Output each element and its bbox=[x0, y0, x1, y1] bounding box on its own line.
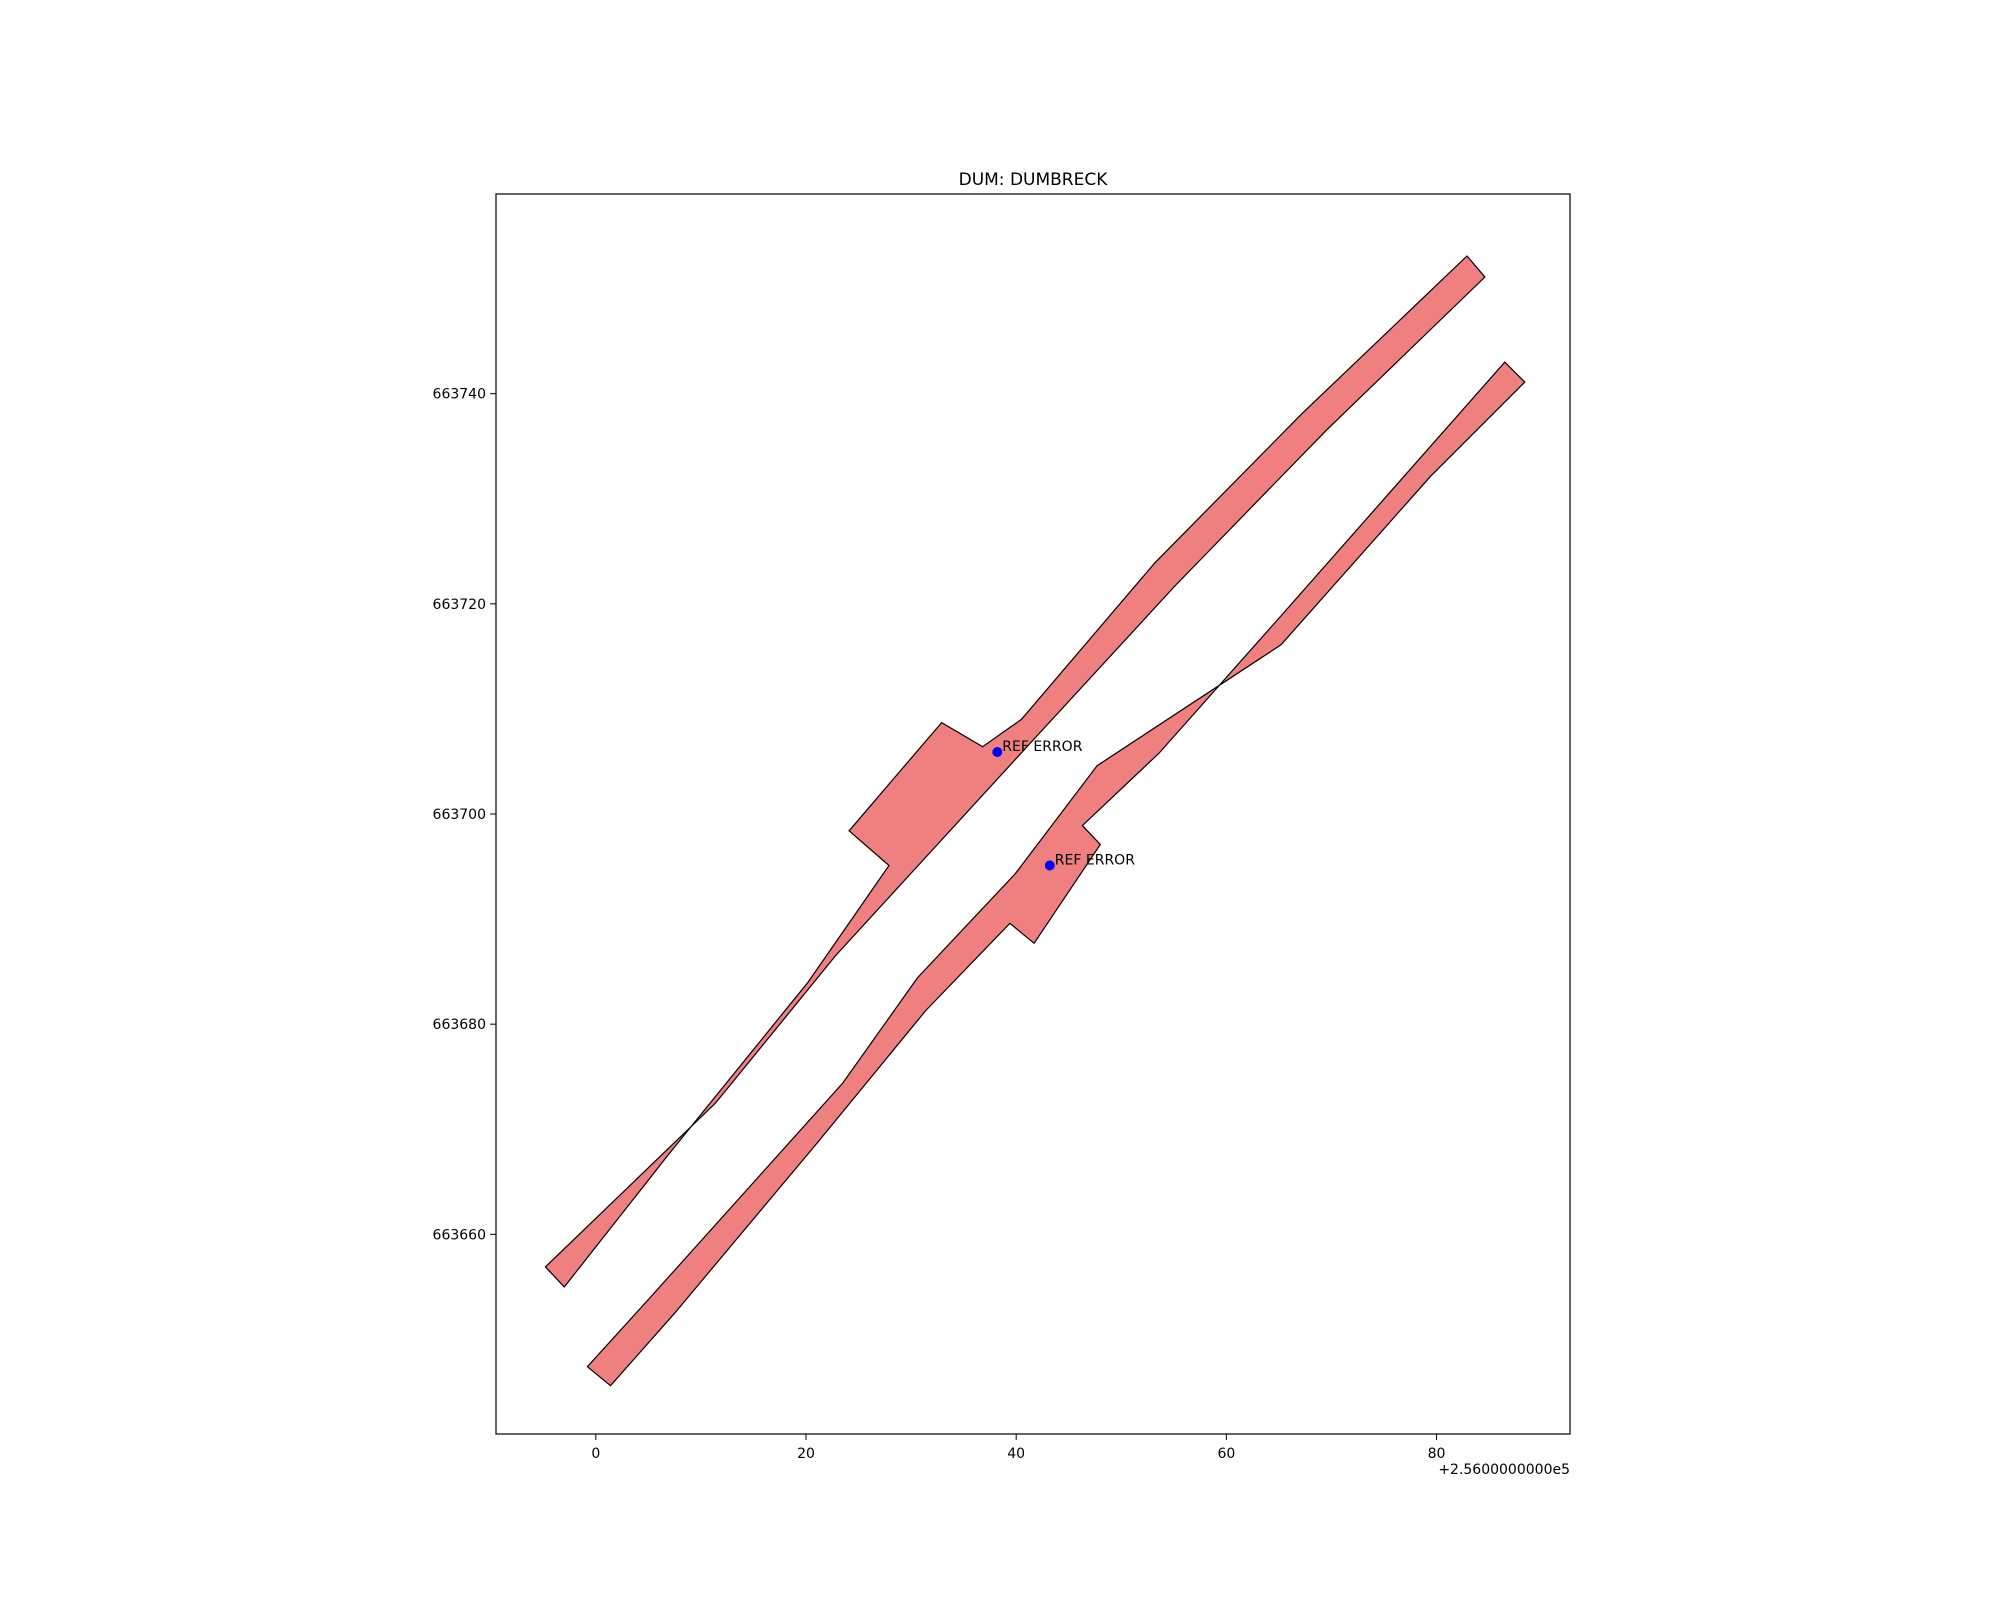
y-tick-label: 663700 bbox=[433, 807, 486, 823]
ref-point-label-1: REF ERROR bbox=[1002, 739, 1082, 755]
ref-point-2 bbox=[1044, 860, 1055, 871]
y-tick-label: 663720 bbox=[433, 597, 486, 613]
polygon-layer bbox=[544, 255, 1526, 1387]
ref-point-label-2: REF ERROR bbox=[1055, 853, 1135, 869]
x-axis-offset-label: +2.5600000000e5 bbox=[1438, 1462, 1570, 1478]
chart-title: DUM: DUMBRECK bbox=[959, 170, 1109, 190]
point-layer: REF ERROR REF ERROR bbox=[992, 739, 1135, 871]
y-tick-label: 663740 bbox=[433, 387, 486, 403]
x-tick-label: 80 bbox=[1428, 1446, 1446, 1462]
platform-1-polygon bbox=[544, 255, 1486, 1288]
platform-2-polygon bbox=[586, 361, 1526, 1387]
y-axis: 663660 663680 663700 663720 663740 bbox=[433, 387, 496, 1243]
x-tick-label: 60 bbox=[1217, 1446, 1235, 1462]
plot-frame bbox=[495, 193, 1571, 1435]
y-tick-label: 663680 bbox=[433, 1017, 486, 1033]
x-tick-label: 40 bbox=[1007, 1446, 1025, 1462]
y-tick-label: 663660 bbox=[433, 1227, 486, 1243]
x-tick-label: 20 bbox=[797, 1446, 815, 1462]
x-axis: 0 20 40 60 80 bbox=[591, 1434, 1445, 1462]
ref-point-1 bbox=[992, 747, 1003, 757]
x-tick-label: 0 bbox=[591, 1446, 600, 1462]
